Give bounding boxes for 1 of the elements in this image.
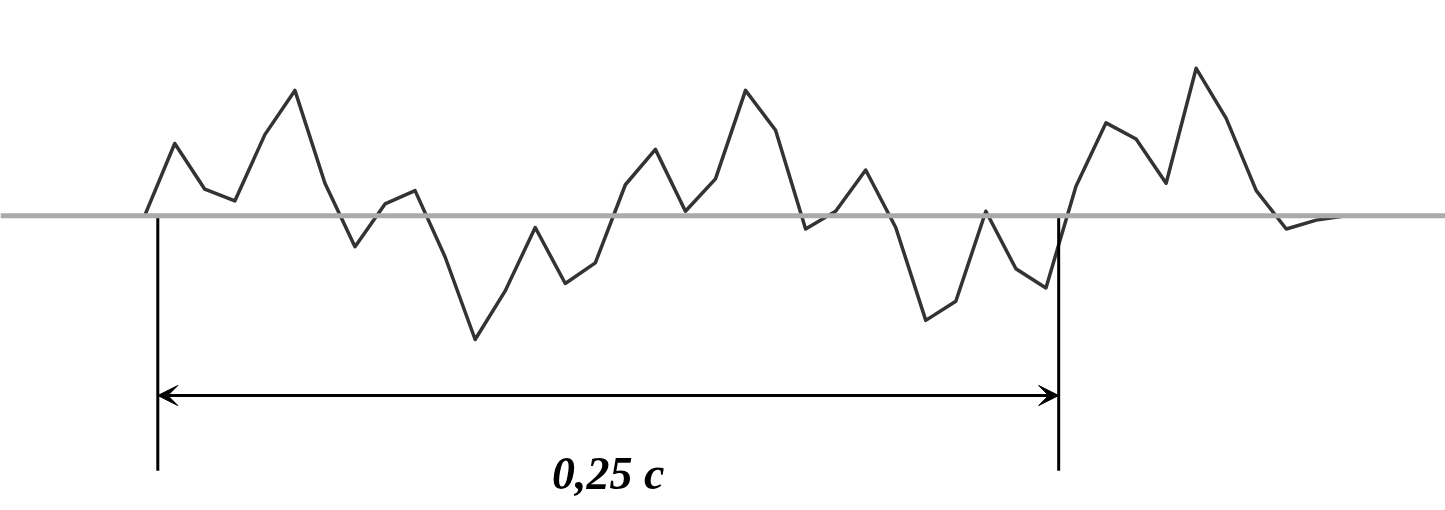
text: 0,25 с	[552, 447, 665, 499]
